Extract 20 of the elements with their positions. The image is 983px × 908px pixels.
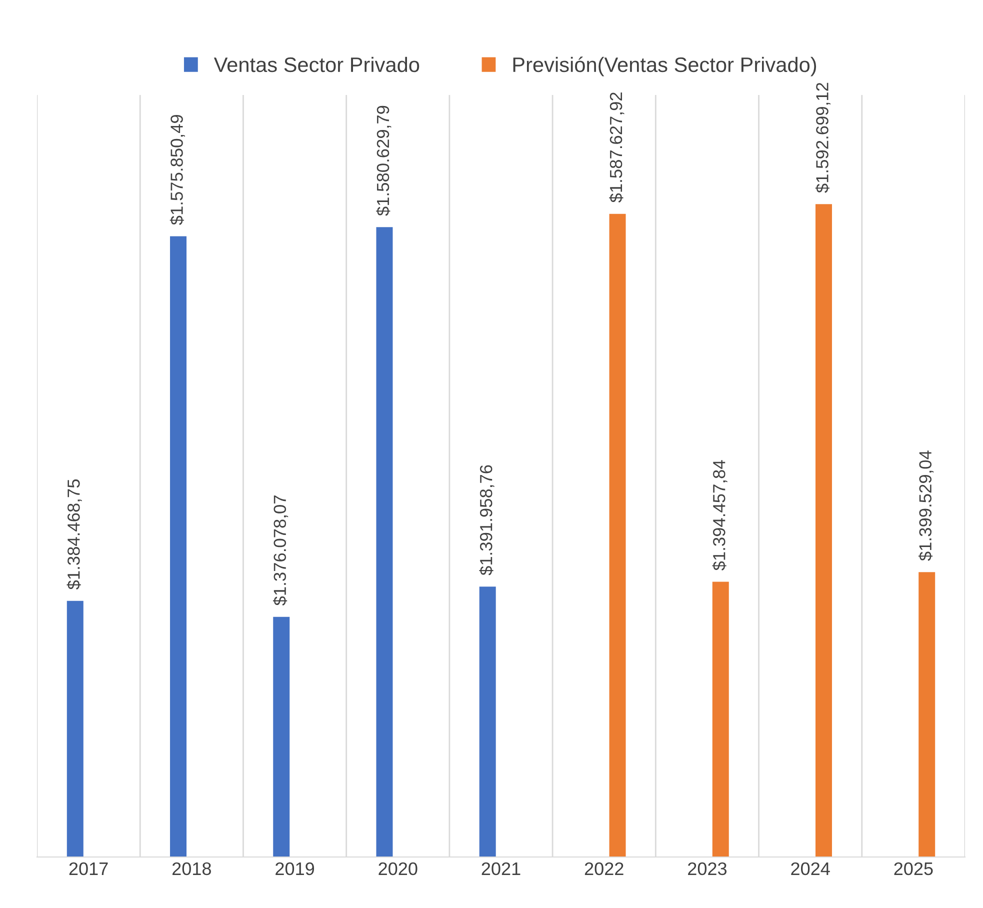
data-label: $1.394.457,84 (712, 460, 728, 571)
x-tick-label: 2017 (69, 862, 108, 876)
x-tick-label: 2019 (276, 862, 314, 876)
data-label: $1.592.699,12 (815, 82, 830, 193)
data-label: $1.376.078,07 (273, 496, 288, 606)
x-tick-label: 2024 (791, 862, 830, 876)
data-label: $1.587.627,92 (609, 92, 624, 203)
x-tick-label: 2022 (584, 862, 624, 876)
legend-label: Ventas Sector Privado (214, 56, 420, 72)
x-tick-label: 2018 (172, 862, 211, 876)
x-tick-label: 2021 (482, 862, 520, 876)
x-tick-label: 2023 (688, 862, 727, 876)
data-label: $1.580.629,79 (376, 106, 392, 216)
data-label: $1.399.529,04 (918, 450, 934, 561)
data-label: $1.391.958,76 (479, 465, 494, 576)
x-tick-label: 2025 (894, 862, 933, 876)
legend-label: Previsión(Ventas Sector Privado) (513, 56, 816, 76)
x-tick-label: 2020 (378, 862, 418, 876)
data-label: $1.384.468,75 (66, 479, 82, 590)
data-label: $1.575.850,49 (170, 114, 185, 225)
